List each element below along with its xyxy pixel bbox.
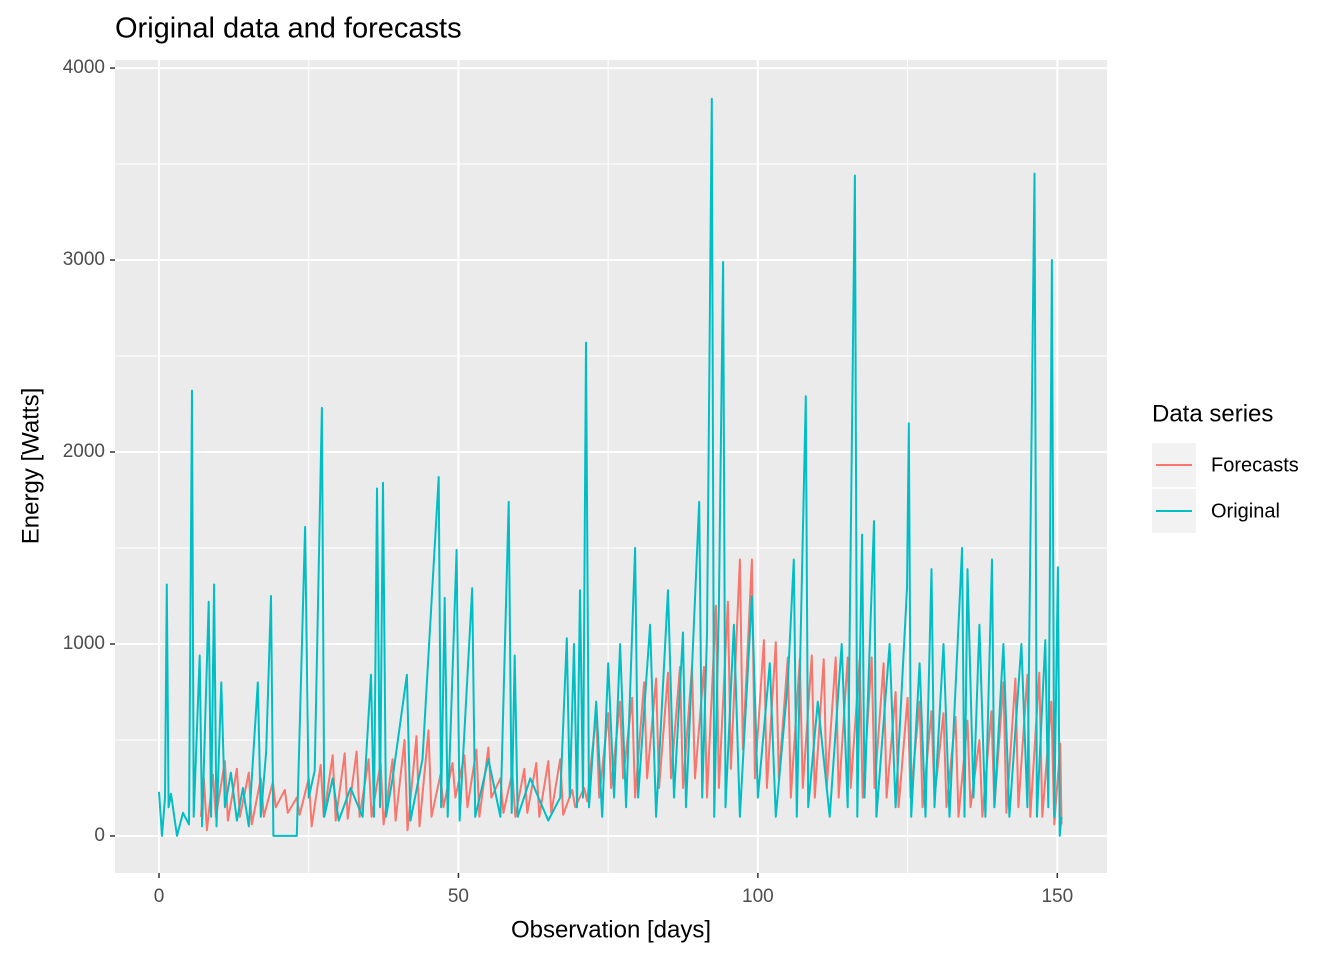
- data-line: [158, 97, 1063, 837]
- x-tick-label: 0: [154, 886, 165, 907]
- x-tick-label: 150: [1041, 886, 1073, 907]
- y-tick-label: 4000: [63, 57, 105, 78]
- x-axis-title: Observation [days]: [511, 916, 711, 943]
- y-tick-label: 0: [94, 825, 105, 846]
- y-tick-label: 3000: [63, 249, 105, 270]
- legend-title: Data series: [1152, 400, 1273, 427]
- y-tick-label: 2000: [63, 441, 105, 462]
- panel: [115, 60, 1107, 873]
- data-line: [199, 558, 1063, 832]
- y-tick-label: 1000: [63, 633, 105, 654]
- legend-label: Forecasts: [1211, 454, 1299, 476]
- x-tick-label: 50: [448, 886, 469, 907]
- chart-title: Original data and forecasts: [115, 13, 462, 45]
- x-tick-label: 100: [742, 886, 774, 907]
- y-axis-title: Energy [Watts]: [17, 388, 44, 545]
- legend-label: Original: [1211, 500, 1280, 522]
